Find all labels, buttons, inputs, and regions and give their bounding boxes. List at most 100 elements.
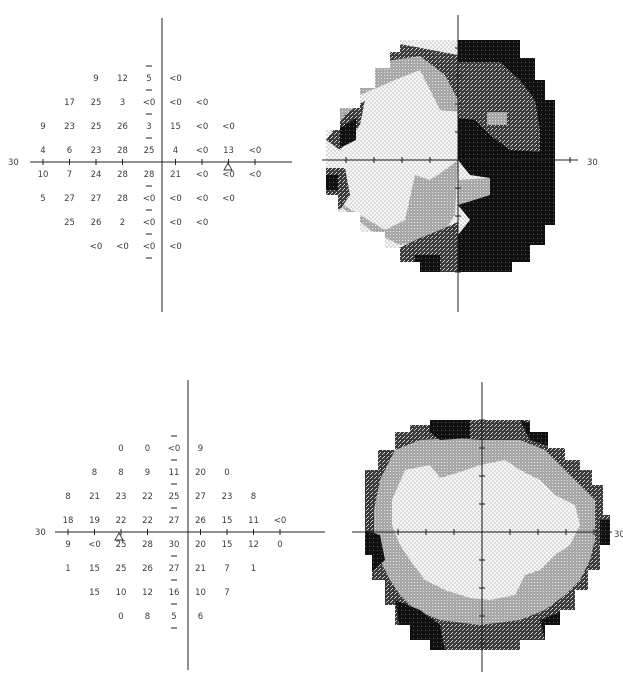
threshold-value: 15 — [89, 564, 100, 574]
threshold-value: 28 — [117, 194, 128, 204]
bottom-map-black-top-left — [430, 420, 470, 440]
threshold-value: 28 — [144, 170, 155, 180]
threshold-value: 9 — [145, 468, 150, 478]
threshold-value: 11 — [169, 468, 180, 478]
threshold-value: <0 — [143, 194, 156, 204]
threshold-value: 25 — [169, 492, 180, 502]
threshold-value: <0 — [196, 146, 209, 156]
threshold-value: 7 — [224, 564, 229, 574]
blind-spot-icon — [114, 532, 124, 541]
threshold-value: 27 — [91, 194, 102, 204]
threshold-value: 24 — [91, 170, 102, 180]
threshold-value: 6 — [67, 146, 72, 156]
threshold-value: <0 — [90, 242, 103, 252]
threshold-value: 23 — [64, 122, 75, 132]
threshold-value: 16 — [169, 588, 180, 598]
threshold-value: <0 — [249, 146, 262, 156]
threshold-value: <0 — [196, 194, 209, 204]
threshold-value: 5 — [40, 194, 45, 204]
threshold-value: 27 — [169, 516, 180, 526]
threshold-value: 15 — [222, 540, 233, 550]
top-map-black-left-upper — [340, 118, 356, 148]
threshold-value: 18 — [63, 516, 74, 526]
threshold-value: 2 — [120, 218, 125, 228]
threshold-value: 25 — [116, 540, 127, 550]
threshold-value: 8 — [251, 492, 256, 502]
threshold-value: <0 — [196, 122, 209, 132]
threshold-value: 9 — [40, 122, 45, 132]
threshold-value: 9 — [65, 540, 70, 550]
top-map-dark-gray-inset — [458, 62, 540, 152]
threshold-value: 25 — [91, 98, 102, 108]
threshold-value: 8 — [92, 468, 97, 478]
threshold-value: 10 — [116, 588, 127, 598]
threshold-value: 15 — [170, 122, 181, 132]
threshold-value: 22 — [142, 516, 153, 526]
threshold-value: 0 — [277, 540, 282, 550]
threshold-value: <0 — [196, 170, 209, 180]
threshold-value: 7 — [224, 588, 229, 598]
threshold-value: 26 — [117, 122, 128, 132]
top-map-edge-label-right: 30 — [587, 158, 598, 168]
threshold-value: 27 — [64, 194, 75, 204]
threshold-value: 25 — [116, 564, 127, 574]
threshold-value: <0 — [249, 170, 262, 180]
bottom-map-black-top-right — [520, 420, 550, 446]
threshold-value: 15 — [89, 588, 100, 598]
threshold-value: 28 — [142, 540, 153, 550]
threshold-value: <0 — [169, 194, 182, 204]
threshold-value: 23 — [116, 492, 127, 502]
threshold-value: 4 — [40, 146, 45, 156]
threshold-value: 21 — [195, 564, 206, 574]
top-numeric-grid: 30 9 12 5 <017 25 3 <0 <0 <09 23 25 26 3 15 <0 <04 6 23 28… — [8, 18, 292, 312]
threshold-value: 8 — [118, 468, 123, 478]
top-map-dark-gray-bottom — [395, 222, 458, 272]
threshold-value: <0 — [222, 194, 235, 204]
threshold-value: 19 — [89, 516, 100, 526]
threshold-value: <0 — [169, 74, 182, 84]
threshold-value: 26 — [142, 564, 153, 574]
threshold-value: 21 — [170, 170, 181, 180]
threshold-value: 0 — [224, 468, 229, 478]
threshold-value: 10 — [38, 170, 49, 180]
threshold-value: <0 — [143, 218, 156, 228]
threshold-value: 9 — [93, 74, 98, 84]
threshold-value: 8 — [65, 492, 70, 502]
threshold-value: <0 — [196, 98, 209, 108]
threshold-value: 4 — [173, 146, 178, 156]
threshold-value: <0 — [116, 242, 129, 252]
threshold-value: 3 — [146, 122, 151, 132]
threshold-value: 23 — [91, 146, 102, 156]
threshold-value: 17 — [64, 98, 75, 108]
threshold-value: 0 — [118, 444, 123, 454]
threshold-value: 9 — [198, 444, 203, 454]
top-map-black-left — [326, 175, 338, 190]
threshold-value: <0 — [169, 242, 182, 252]
threshold-value: 27 — [195, 492, 206, 502]
top-map-black-bottom-left — [415, 255, 440, 272]
threshold-value: <0 — [169, 218, 182, 228]
top-numeric-edge-label-left: 30 — [8, 158, 19, 168]
threshold-value: 1 — [251, 564, 256, 574]
threshold-value: <0 — [196, 218, 209, 228]
top-map-mid-gray-lower — [326, 160, 458, 245]
threshold-value: 3 — [120, 98, 125, 108]
threshold-value: 26 — [195, 516, 206, 526]
threshold-value: 5 — [146, 74, 151, 84]
threshold-value: <0 — [143, 242, 156, 252]
threshold-value: <0 — [274, 516, 287, 526]
bottom-numeric-grid: 30 0 0 <0 98 8 9 11 20 08 21 23 22 25 27 23 818 19 22 22 27… — [35, 380, 325, 670]
threshold-value: 22 — [142, 492, 153, 502]
top-map-mid-gray-spot — [487, 112, 507, 125]
threshold-value: 1 — [65, 564, 70, 574]
threshold-value: 7 — [67, 170, 72, 180]
threshold-value: 28 — [117, 146, 128, 156]
blind-spot-icon — [223, 162, 233, 171]
threshold-value: 0 — [145, 444, 150, 454]
bottom-numeric-edge-label-left: 30 — [35, 528, 46, 538]
threshold-value: 5 — [171, 612, 176, 622]
threshold-value: 27 — [169, 564, 180, 574]
bottom-map-light-center — [392, 460, 580, 600]
threshold-value: 28 — [117, 170, 128, 180]
threshold-value: 22 — [116, 516, 127, 526]
